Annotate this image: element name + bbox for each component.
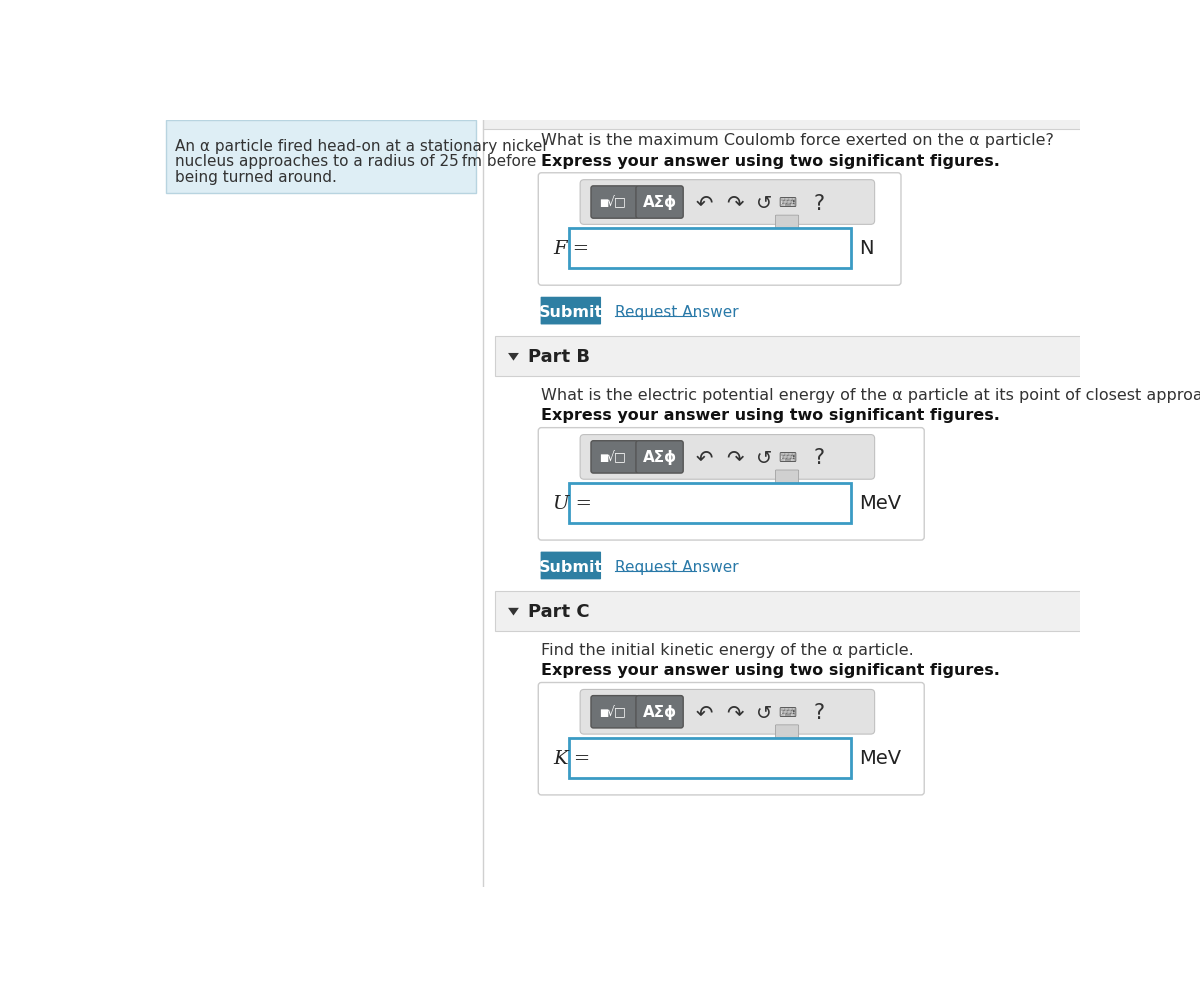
Text: ⌨: ⌨ bbox=[778, 197, 796, 210]
Polygon shape bbox=[508, 353, 518, 361]
FancyBboxPatch shape bbox=[541, 551, 601, 579]
Text: Find the initial kinetic energy of the α particle.: Find the initial kinetic energy of the α… bbox=[541, 643, 914, 658]
Text: ?: ? bbox=[814, 193, 824, 213]
Text: ↺: ↺ bbox=[756, 704, 772, 723]
FancyBboxPatch shape bbox=[775, 470, 799, 489]
Text: ?: ? bbox=[814, 449, 824, 469]
Text: Express your answer using two significant figures.: Express your answer using two significan… bbox=[541, 409, 1001, 424]
Polygon shape bbox=[508, 608, 518, 615]
Text: What is the electric potential energy of the α particle at its point of closest : What is the electric potential energy of… bbox=[541, 389, 1200, 404]
Text: Part B: Part B bbox=[528, 348, 590, 366]
Text: ■: ■ bbox=[600, 708, 608, 718]
FancyBboxPatch shape bbox=[590, 696, 638, 728]
Text: ↺: ↺ bbox=[756, 449, 772, 468]
FancyBboxPatch shape bbox=[590, 441, 638, 473]
Text: Part C: Part C bbox=[528, 602, 590, 621]
FancyBboxPatch shape bbox=[636, 185, 683, 218]
Text: Express your answer using two significant figures.: Express your answer using two significan… bbox=[541, 154, 1001, 168]
FancyBboxPatch shape bbox=[539, 683, 924, 795]
Text: being turned around.: being turned around. bbox=[175, 169, 337, 184]
Text: ↷: ↷ bbox=[726, 193, 744, 213]
Text: √□: √□ bbox=[607, 196, 626, 209]
Text: ↶: ↶ bbox=[695, 703, 713, 723]
Text: √□: √□ bbox=[607, 452, 626, 465]
Text: ?: ? bbox=[814, 703, 824, 723]
Bar bbox=[494, 591, 1087, 631]
Text: ↺: ↺ bbox=[756, 194, 772, 213]
Text: An α particle fired head-on at a stationary nickel: An α particle fired head-on at a station… bbox=[175, 139, 546, 154]
Text: What is the maximum Coulomb force exerted on the α particle?: What is the maximum Coulomb force exerte… bbox=[541, 134, 1055, 149]
Text: ⌨: ⌨ bbox=[778, 452, 796, 465]
Bar bbox=[494, 336, 1087, 376]
Text: ↷: ↷ bbox=[726, 449, 744, 469]
Text: ↶: ↶ bbox=[695, 193, 713, 213]
Text: N: N bbox=[859, 239, 874, 258]
Text: Request Answer: Request Answer bbox=[616, 559, 739, 574]
FancyBboxPatch shape bbox=[775, 725, 799, 744]
Text: ■: ■ bbox=[600, 453, 608, 463]
Text: MeV: MeV bbox=[859, 495, 901, 513]
Text: √□: √□ bbox=[607, 706, 626, 719]
Bar bbox=[569, 738, 851, 778]
Text: AΣϕ: AΣϕ bbox=[642, 195, 677, 210]
Text: U =: U = bbox=[553, 495, 592, 512]
FancyBboxPatch shape bbox=[590, 185, 638, 218]
Text: AΣϕ: AΣϕ bbox=[642, 705, 677, 720]
Text: AΣϕ: AΣϕ bbox=[642, 451, 677, 466]
Text: MeV: MeV bbox=[859, 749, 901, 769]
FancyBboxPatch shape bbox=[541, 297, 601, 324]
Text: Express your answer using two significant figures.: Express your answer using two significan… bbox=[541, 663, 1001, 678]
Text: nucleus approaches to a radius of 25 fm before: nucleus approaches to a radius of 25 fm … bbox=[175, 155, 536, 169]
Text: Submit: Submit bbox=[539, 559, 602, 574]
Text: K =: K = bbox=[553, 750, 590, 768]
FancyBboxPatch shape bbox=[636, 696, 683, 728]
FancyBboxPatch shape bbox=[539, 428, 924, 540]
Text: ■: ■ bbox=[600, 197, 608, 207]
Text: ↷: ↷ bbox=[726, 703, 744, 723]
Text: Submit: Submit bbox=[539, 305, 602, 320]
FancyBboxPatch shape bbox=[636, 441, 683, 473]
FancyBboxPatch shape bbox=[580, 179, 875, 224]
Text: ↶: ↶ bbox=[695, 449, 713, 469]
Text: ⌨: ⌨ bbox=[778, 707, 796, 720]
Bar bbox=[569, 228, 851, 268]
FancyBboxPatch shape bbox=[539, 172, 901, 285]
FancyBboxPatch shape bbox=[775, 215, 799, 233]
Bar bbox=[484, 120, 1080, 129]
Text: F =: F = bbox=[553, 240, 589, 258]
Bar bbox=[569, 484, 851, 523]
FancyBboxPatch shape bbox=[580, 690, 875, 734]
Text: Request Answer: Request Answer bbox=[616, 305, 739, 320]
FancyBboxPatch shape bbox=[580, 435, 875, 480]
Bar bbox=[166, 120, 475, 192]
